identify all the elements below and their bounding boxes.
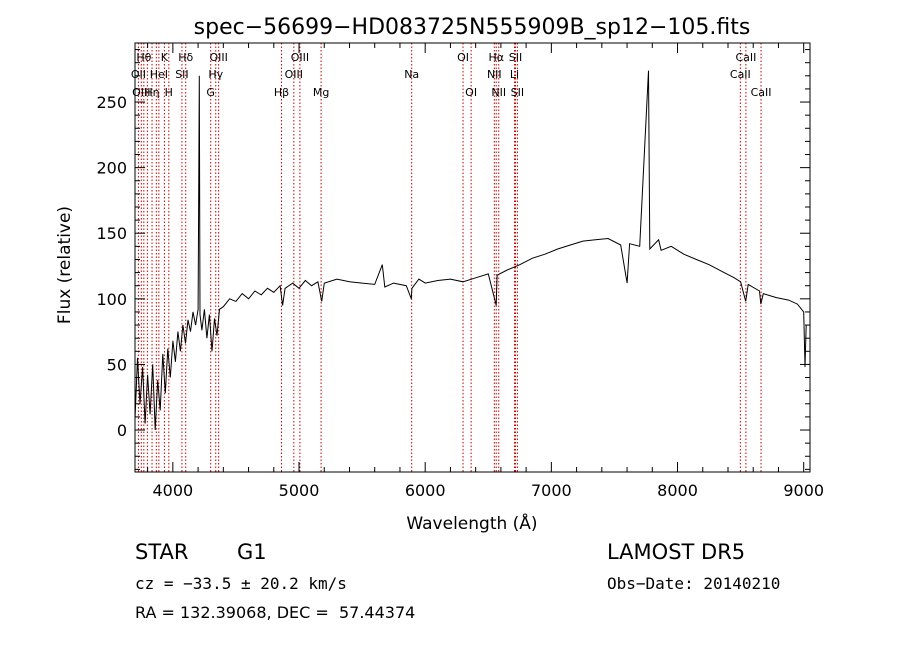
y-axis-label: Flux (relative) [55, 206, 75, 324]
observation-date: Obs−Date: 20140210 [607, 574, 781, 593]
x-tick-label-8000: 8000 [657, 481, 698, 500]
x-tick-label-7000: 7000 [531, 481, 572, 500]
x-tick-label-5000: 5000 [279, 481, 320, 500]
redshift-velocity: cz = −33.5 ± 20.2 km/s [135, 574, 347, 593]
line-label-8: H [165, 86, 173, 99]
x-tick-label-6000: 6000 [405, 481, 446, 500]
line-label-2: Hθ [136, 51, 151, 64]
line-label-0: OII [131, 68, 146, 81]
line-label-29: CaII [751, 86, 772, 99]
line-label-19: OI [457, 51, 469, 64]
line-label-7: K [161, 51, 169, 64]
line-label-16: OIII [291, 51, 309, 64]
line-label-18: Na [404, 68, 419, 81]
line-label-28: CaII [735, 51, 756, 64]
y-tick-label-250: 250 [96, 93, 127, 112]
line-label-27: CaII [730, 68, 751, 81]
line-label-26: SII [511, 86, 524, 99]
line-label-14: Hβ [274, 86, 289, 99]
x-tick-label-4000: 4000 [152, 481, 193, 500]
line-label-22: Hα [488, 51, 504, 64]
emission-line-markers [137, 43, 762, 472]
line-label-9: SII [175, 68, 188, 81]
line-label-4: Hη [144, 86, 159, 99]
line-label-17: Mg [313, 86, 329, 99]
x-axis-label: Wavelength (Å) [406, 512, 537, 534]
coordinates: RA = 132.39068, DEC = 57.44374 [135, 603, 416, 622]
object-subclass: G1 [237, 540, 267, 564]
spectrum-line [134, 70, 807, 431]
line-label-10: Hδ [178, 51, 193, 64]
line-label-13: OIII [209, 51, 227, 64]
line-label-11: G [206, 86, 215, 99]
y-tick-label-0: 0 [117, 421, 127, 440]
line-label-20: OI [465, 86, 477, 99]
line-label-25: SII [509, 51, 522, 64]
y-axis-ticks: 0 50 100 150 200 250 [96, 49, 810, 470]
x-tick-label-9000: 9000 [783, 481, 824, 500]
x-axis-ticks: 4000 5000 6000 7000 8000 9000 [147, 43, 824, 500]
line-label-15: OIII [285, 68, 303, 81]
chart-title: spec−56699−HD083725N555909B_sp12−105.fit… [194, 15, 751, 40]
line-label-24: Li [510, 68, 519, 81]
line-label-12: Hγ [208, 68, 223, 81]
emission-line-labels: OIIOIIIHθHηHeIKHSIIHδGHγOIIIHβOIIIOIIIMg… [131, 51, 772, 99]
object-class: STAR [135, 540, 189, 564]
line-label-23: NII [491, 86, 506, 99]
line-label-21: NII [487, 68, 502, 81]
line-label-6: HeI [150, 68, 168, 81]
y-tick-label-200: 200 [96, 159, 127, 178]
y-tick-label-150: 150 [96, 224, 127, 243]
survey-name: LAMOST DR5 [607, 540, 746, 564]
y-tick-label-100: 100 [96, 290, 127, 309]
y-tick-label-50: 50 [107, 355, 127, 374]
plot-frame [134, 42, 811, 473]
